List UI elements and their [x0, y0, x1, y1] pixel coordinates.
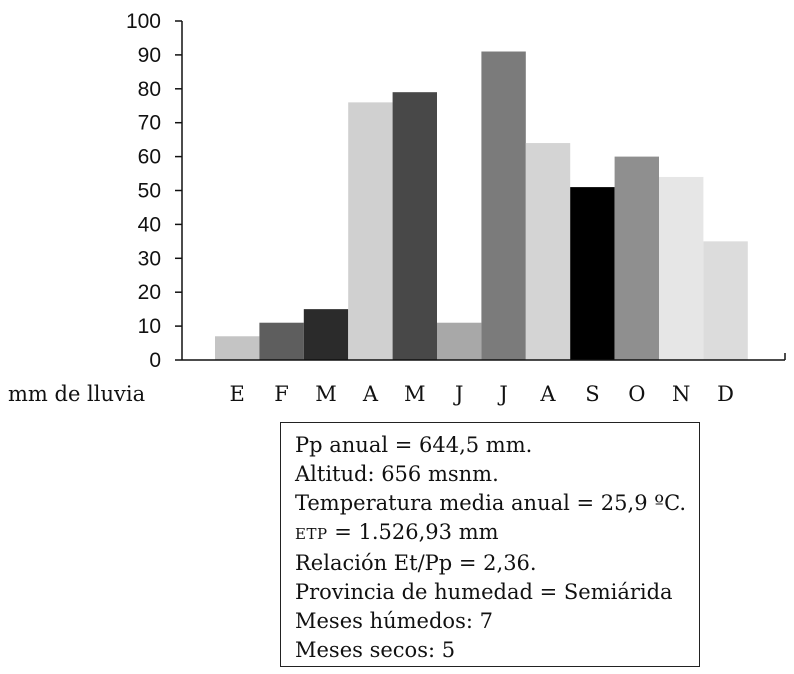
bar-12	[703, 241, 748, 360]
humidity-province: Provincia de humedad = Semiárida	[295, 580, 673, 604]
etp-line: ETP = 1.526,93 mm	[295, 518, 699, 549]
altitude: Altitud: 656 msnm.	[295, 462, 499, 486]
month-label-12: D	[717, 382, 734, 406]
y-tick-label-80: 80	[138, 78, 161, 101]
etp-value: = 1.526,93 mm	[327, 520, 499, 544]
mean-annual-temperature: Temperatura media anual = 25,9 ºC.	[295, 491, 687, 515]
y-tick-label-40: 40	[138, 213, 161, 236]
bar-6	[437, 322, 482, 360]
month-label-3: M	[315, 382, 337, 406]
y-tick-label-60: 60	[138, 146, 161, 169]
y-tick-label-30: 30	[138, 247, 161, 270]
y-tick-label-20: 20	[138, 281, 161, 304]
bar-7	[481, 51, 526, 360]
month-label-7: J	[497, 382, 507, 406]
annual-precipitation: Pp anual = 644,5 mm.	[295, 433, 533, 457]
bar-5	[392, 92, 437, 360]
y-tick-label-70: 70	[138, 112, 161, 135]
dry-months: Meses secos: 5	[295, 638, 456, 662]
bars-group	[215, 51, 748, 361]
month-label-10: O	[628, 382, 645, 406]
bar-8	[525, 143, 571, 360]
rainfall-bar-chart: E F M A M J J A S O N D 0 10 20 30 40 50 60 70 80 90 100 mm de…	[8, 10, 786, 406]
x-axis-label: mm de lluvia	[8, 382, 145, 406]
climate-info-box: Pp anual = 644,5 mm. Altitud: 656 msnm. …	[280, 422, 700, 667]
bar-11	[659, 176, 704, 360]
bar-4	[348, 102, 393, 361]
etp-prefix: ETP	[295, 525, 328, 543]
bar-3	[303, 309, 349, 360]
y-tick-label-10: 10	[138, 315, 161, 338]
month-label-6: J	[453, 382, 463, 406]
y-tick-label-50: 50	[138, 180, 161, 203]
bar-10	[614, 156, 659, 360]
month-label-1: E	[230, 382, 245, 406]
y-tick-label-90: 90	[138, 44, 161, 67]
humid-months: Meses húmedos: 7	[295, 609, 493, 633]
month-label-4: A	[362, 382, 379, 406]
month-label-2: F	[274, 382, 289, 406]
month-label-5: M	[404, 382, 426, 406]
month-label-8: A	[539, 382, 556, 406]
month-label-11: N	[672, 382, 690, 406]
bar-2	[259, 322, 304, 360]
y-tick-label-0: 0	[149, 349, 161, 372]
y-tick-label-100: 100	[126, 10, 161, 33]
bar-9	[570, 187, 615, 360]
axes-group: E F M A M J J A S O N D 0 10 20 30 40 50 60 70 80 90 100	[126, 10, 786, 406]
et-pp-ratio: Relación Et/Pp = 2,36.	[295, 551, 537, 575]
month-label-9: S	[585, 382, 599, 406]
bar-1	[215, 336, 260, 360]
